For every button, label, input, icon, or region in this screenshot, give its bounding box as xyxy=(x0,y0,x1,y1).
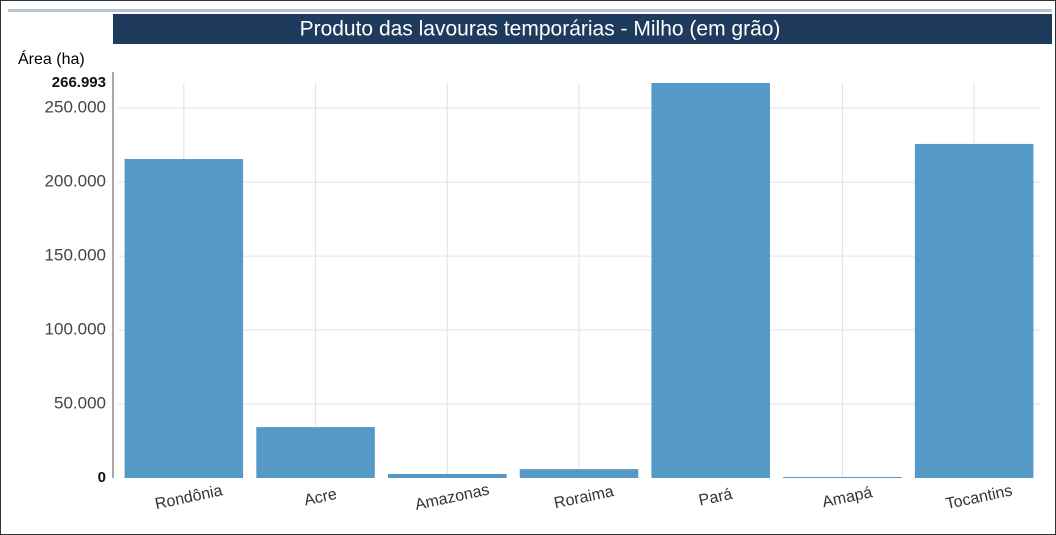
title-rule xyxy=(8,9,1052,12)
y-tick-label: 50.000 xyxy=(54,394,106,413)
bar xyxy=(124,159,244,478)
x-tick-label: Pará xyxy=(697,486,734,510)
y-axis-label: Área (ha) xyxy=(18,49,85,68)
bar xyxy=(651,83,770,478)
title-banner xyxy=(113,14,1052,44)
bar xyxy=(519,469,639,478)
bar xyxy=(783,476,902,478)
y-tick-label: 200.000 xyxy=(45,172,106,191)
bar xyxy=(388,474,507,478)
y-tick-label: 250.000 xyxy=(45,98,106,117)
y-tick-label: 100.000 xyxy=(45,320,106,339)
y-tick-label: 150.000 xyxy=(45,246,106,265)
bar xyxy=(914,143,1034,478)
y-tick-label: 0 xyxy=(98,469,106,486)
y-tick-label: 266.993 xyxy=(52,74,106,91)
x-tick-label: Acre xyxy=(303,486,339,510)
bar xyxy=(256,427,375,478)
chart-title: Produto das lavouras temporárias - Milho… xyxy=(300,18,781,41)
